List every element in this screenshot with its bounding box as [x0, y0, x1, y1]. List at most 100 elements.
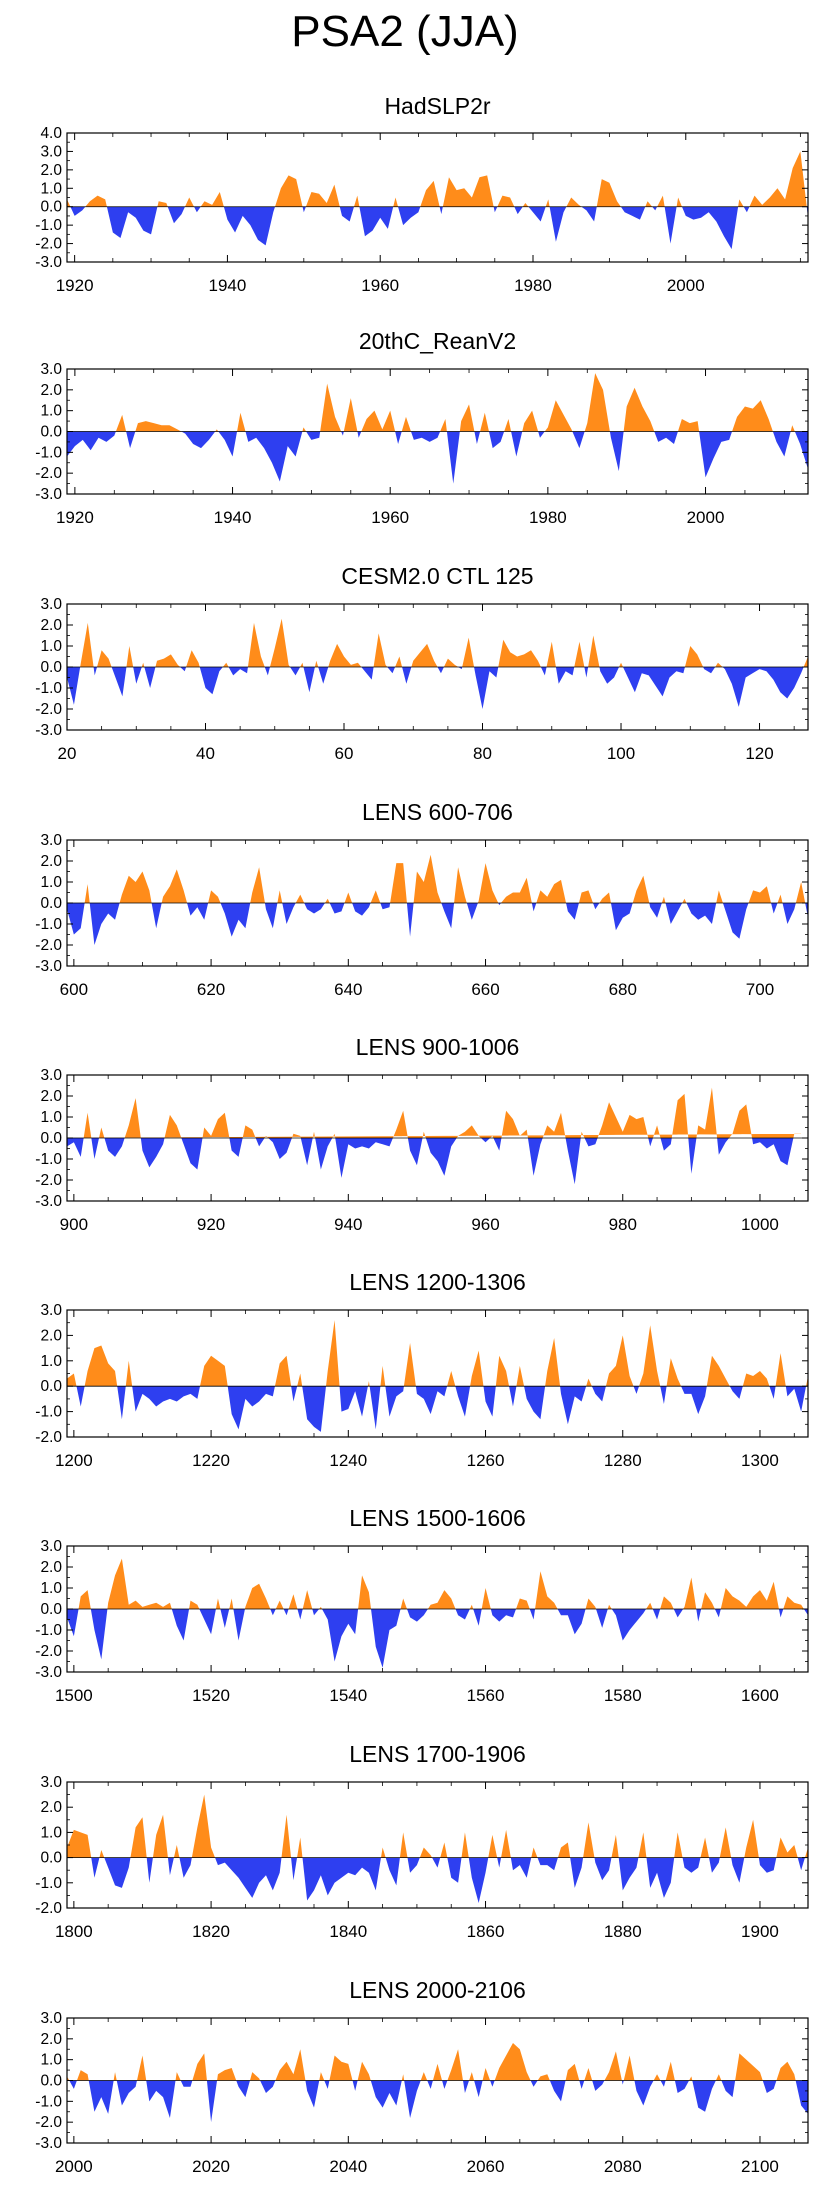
panel-title: 20thC_ReanV2 [359, 328, 516, 354]
x-tick-label: 1580 [604, 1686, 642, 1705]
x-tick-label: 1560 [467, 1686, 505, 1705]
x-tick-label: 1980 [529, 508, 567, 527]
y-tick-label: 1.0 [40, 1353, 62, 1370]
x-tick-label: 2000 [687, 508, 725, 527]
chart-panel: 20thC_ReanV2 3.0 2.0 1.0 0.0 -1.0 -2.0 -3.0 1920… [35, 328, 809, 527]
x-tick-label: 640 [334, 980, 362, 999]
x-tick-label: 1960 [361, 276, 399, 295]
y-tick-label: 2.0 [40, 162, 62, 179]
x-tick-label: 2020 [192, 2157, 230, 2176]
x-tick-label: 900 [60, 1215, 88, 1234]
positive-area [67, 618, 808, 667]
y-tick-label: 0.0 [40, 199, 62, 216]
y-tick-label: 2.0 [40, 853, 62, 870]
x-tick-label: 1840 [329, 1922, 367, 1941]
chart-panel: HadSLP2r 4.03.0 2.01.0 0.0-1.0 -2.0-3.0 1920 1… [35, 93, 809, 295]
y-tick-label: 2.0 [40, 382, 62, 399]
y-tick-label: -2.0 [35, 1429, 62, 1446]
chart-panel: LENS 1700-1906 3.0 2.0 1.0 0.0 -1.0 -2.0 1800 18… [35, 1741, 809, 1941]
plot-frame [66, 1309, 809, 1438]
y-tick-label: 0.0 [40, 424, 62, 441]
negative-area [67, 1857, 808, 1903]
panel-title: LENS 1500-1606 [349, 1505, 525, 1531]
y-tick-label: -2.0 [35, 236, 62, 253]
x-tick-label: 1920 [56, 508, 94, 527]
y-tick-label: 0.0 [40, 2073, 62, 2090]
y-tick-label: -3.0 [35, 958, 62, 975]
plot-frame [66, 1781, 809, 1909]
y-tick-label: -3.0 [35, 254, 62, 271]
y-tick-label: 3.0 [40, 1067, 62, 1084]
x-tick-label: 1940 [214, 508, 252, 527]
y-tick-label: 1.0 [40, 1824, 62, 1841]
x-tick-label: 2060 [467, 2157, 505, 2176]
y-tick-label: 3.0 [40, 2010, 62, 2027]
chart-panel: LENS 900-1006 3.0 2.0 1.0 0.0 -1.0 -2.0 -3.0 900… [35, 1034, 809, 1234]
x-tick-label: 1240 [329, 1451, 367, 1470]
x-tick-label: 600 [60, 980, 88, 999]
y-tick-label: 3.0 [40, 596, 62, 613]
y-tick-label: -1.0 [35, 217, 62, 234]
y-tick-label: 1.0 [40, 638, 62, 655]
panel-title: LENS 2000-2106 [349, 1977, 525, 2003]
y-tick-label: 3.0 [40, 143, 62, 160]
chart-panel: LENS 1200-1306 3.0 2.0 1.0 0.0 -1.0 -2.0 1200 12… [35, 1269, 809, 1470]
y-tick-label: -2.0 [35, 701, 62, 718]
y-tick-label: 0.0 [40, 1130, 62, 1147]
panel-title: LENS 900-1006 [356, 1034, 520, 1060]
x-tick-label: 960 [471, 1215, 499, 1234]
y-tick-label: 0.0 [40, 1850, 62, 1867]
x-tick-label: 20 [58, 744, 77, 763]
y-tick-label: 0.0 [40, 659, 62, 676]
x-tick-label: 2000 [667, 276, 705, 295]
chart-panel: LENS 2000-2106 3.0 2.0 1.0 0.0 -1.0 -2.0 -3.0 20… [35, 1977, 809, 2176]
y-tick-label: 1.0 [40, 874, 62, 891]
y-tick-label: 3.0 [40, 361, 62, 378]
panel-title: LENS 1700-1906 [349, 1741, 525, 1767]
x-tick-label: 1940 [209, 276, 247, 295]
x-tick-label: 700 [746, 980, 774, 999]
x-tick-label: 1540 [329, 1686, 367, 1705]
y-tick-label: -1.0 [35, 916, 62, 933]
y-tick-label: -1.0 [35, 680, 62, 697]
x-tick-label: 1500 [55, 1686, 93, 1705]
x-tick-label: 1880 [604, 1922, 642, 1941]
x-tick-label: 620 [197, 980, 225, 999]
y-tick-label: 3.0 [40, 1774, 62, 1791]
x-tick-label: 1900 [741, 1922, 779, 1941]
x-tick-label: 80 [473, 744, 492, 763]
positive-area [67, 1794, 808, 1858]
x-tick-label: 1800 [55, 1922, 93, 1941]
y-tick-label: 4.0 [40, 125, 62, 142]
y-tick-label: 3.0 [40, 1538, 62, 1555]
y-tick-label: 2.0 [40, 1559, 62, 1576]
x-tick-label: 120 [745, 744, 773, 763]
x-tick-label: 2040 [329, 2157, 367, 2176]
x-tick-label: 60 [335, 744, 354, 763]
y-tick-label: 2.0 [40, 617, 62, 634]
y-tick-label: -1.0 [35, 2093, 62, 2110]
x-tick-label: 2000 [55, 2157, 93, 2176]
x-tick-label: 1200 [55, 1451, 93, 1470]
x-tick-label: 940 [334, 1215, 362, 1234]
y-tick-label: -1.0 [35, 1875, 62, 1892]
positive-area [67, 2043, 808, 2081]
y-tick-label: 1.0 [40, 2052, 62, 2069]
y-tick-label: -2.0 [35, 1643, 62, 1660]
chart-panel: LENS 1500-1606 3.0 2.0 1.0 0.0 -1.0 -2.0 -3.0 15… [35, 1505, 809, 1705]
positive-area [67, 854, 808, 903]
negative-area [67, 2080, 808, 2123]
y-tick-label: 1.0 [40, 403, 62, 420]
negative-area [67, 1138, 794, 1185]
x-tick-label: 1280 [604, 1451, 642, 1470]
positive-area [67, 373, 808, 432]
x-tick-label: 1300 [741, 1451, 779, 1470]
x-tick-label: 40 [196, 744, 215, 763]
x-tick-label: 1260 [467, 1451, 505, 1470]
panel-title: LENS 1200-1306 [349, 1269, 525, 1295]
negative-area [70, 206, 808, 250]
y-tick-label: -3.0 [35, 486, 62, 503]
negative-area [67, 1609, 808, 1668]
y-tick-label: -2.0 [35, 465, 62, 482]
